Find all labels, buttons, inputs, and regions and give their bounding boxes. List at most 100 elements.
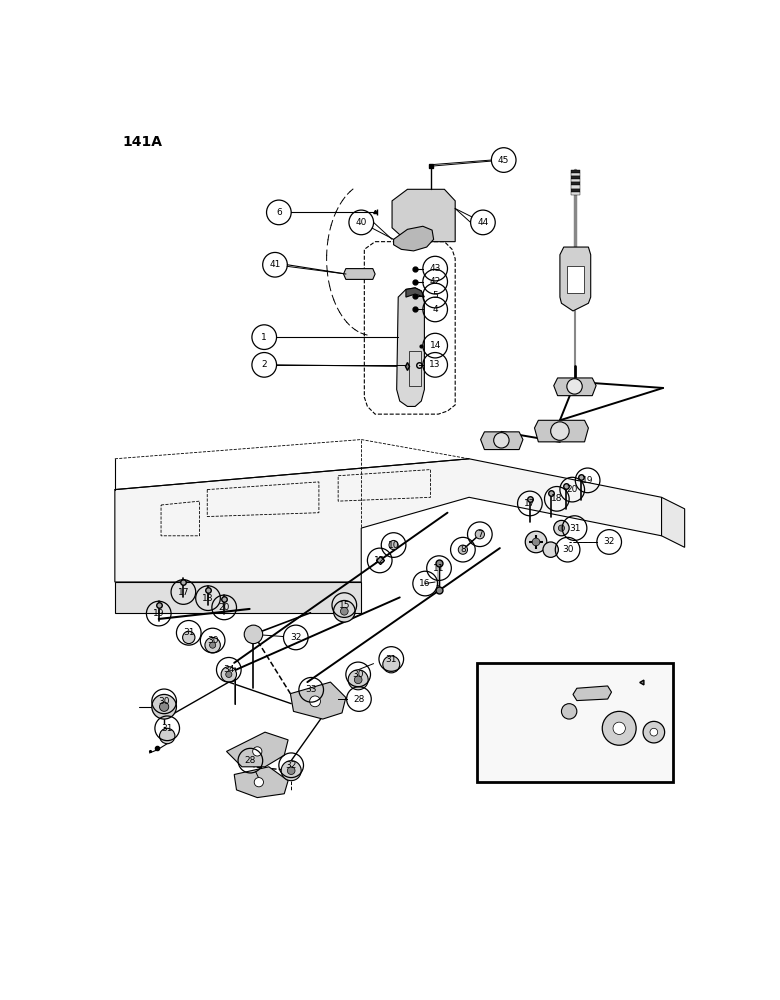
Circle shape	[525, 531, 547, 553]
Text: 15: 15	[339, 601, 350, 610]
Text: 30: 30	[562, 545, 573, 554]
Circle shape	[459, 545, 467, 554]
Circle shape	[281, 761, 301, 781]
Polygon shape	[406, 288, 424, 297]
Text: 30: 30	[207, 636, 218, 645]
Text: 45: 45	[498, 156, 509, 165]
Circle shape	[225, 671, 232, 677]
Circle shape	[340, 607, 348, 615]
Circle shape	[183, 631, 195, 644]
Text: 7: 7	[477, 530, 483, 539]
Text: 40: 40	[356, 218, 367, 227]
Circle shape	[205, 637, 220, 653]
Text: 32: 32	[604, 537, 615, 546]
Text: 42: 42	[430, 277, 441, 286]
Circle shape	[221, 667, 236, 682]
Text: 26: 26	[619, 678, 631, 687]
Bar	[571, 185, 580, 189]
Text: 19: 19	[153, 609, 165, 618]
Text: 30: 30	[158, 697, 170, 706]
Circle shape	[383, 656, 399, 673]
Text: 17: 17	[524, 499, 536, 508]
Circle shape	[152, 694, 176, 719]
Circle shape	[254, 778, 264, 787]
Polygon shape	[234, 767, 288, 798]
Circle shape	[389, 540, 399, 550]
Text: 31: 31	[569, 524, 580, 533]
Circle shape	[613, 722, 626, 734]
Bar	[571, 192, 580, 195]
Polygon shape	[290, 682, 346, 719]
Circle shape	[287, 767, 295, 774]
Text: 5: 5	[432, 291, 438, 300]
Polygon shape	[480, 432, 523, 450]
Text: 27: 27	[564, 699, 576, 708]
Text: 141A: 141A	[122, 135, 162, 149]
Bar	[571, 179, 580, 182]
Circle shape	[475, 530, 484, 539]
Text: 13: 13	[430, 360, 441, 369]
Bar	[571, 182, 580, 185]
Text: 41: 41	[269, 260, 281, 269]
Circle shape	[348, 670, 368, 690]
Polygon shape	[554, 378, 596, 396]
Circle shape	[354, 676, 362, 684]
Circle shape	[253, 747, 262, 756]
Bar	[567, 266, 583, 293]
Text: 19: 19	[582, 476, 594, 485]
Polygon shape	[534, 420, 588, 442]
Polygon shape	[392, 189, 456, 242]
Circle shape	[159, 702, 168, 711]
Bar	[571, 176, 580, 179]
Text: 12: 12	[374, 556, 385, 565]
Text: 31: 31	[183, 628, 194, 637]
Bar	[571, 173, 580, 176]
Circle shape	[244, 625, 263, 644]
Circle shape	[310, 696, 321, 707]
Bar	[571, 170, 580, 173]
Text: 29: 29	[619, 720, 631, 729]
Text: 28: 28	[353, 695, 364, 704]
Circle shape	[159, 728, 175, 744]
Text: 11: 11	[433, 564, 445, 573]
Text: 30: 30	[353, 670, 364, 679]
Circle shape	[554, 520, 569, 536]
Text: 6: 6	[276, 208, 282, 217]
Circle shape	[558, 525, 565, 531]
Text: 16: 16	[420, 579, 431, 588]
Polygon shape	[115, 582, 361, 613]
Polygon shape	[397, 288, 424, 406]
Text: 43: 43	[430, 264, 441, 273]
Polygon shape	[115, 459, 661, 582]
Text: 32: 32	[290, 633, 302, 642]
Polygon shape	[226, 732, 288, 767]
Circle shape	[210, 642, 216, 648]
Text: 17: 17	[178, 588, 189, 597]
Circle shape	[562, 704, 577, 719]
Circle shape	[650, 728, 658, 736]
Text: 18: 18	[551, 494, 562, 503]
Text: 18: 18	[202, 594, 214, 603]
Text: 32: 32	[285, 761, 297, 770]
Circle shape	[543, 542, 558, 557]
Bar	[571, 189, 580, 192]
Text: 34: 34	[223, 665, 235, 674]
Text: 2: 2	[261, 360, 267, 369]
Text: 1: 1	[261, 333, 267, 342]
Text: 33: 33	[306, 685, 317, 694]
Text: 8: 8	[460, 545, 466, 554]
Polygon shape	[560, 247, 590, 311]
Circle shape	[602, 711, 636, 745]
Text: 25: 25	[604, 691, 615, 700]
Text: 14: 14	[430, 341, 441, 350]
Text: 28: 28	[245, 756, 256, 765]
Circle shape	[551, 422, 569, 440]
Bar	[477, 663, 673, 782]
Polygon shape	[661, 497, 685, 547]
Circle shape	[567, 379, 582, 394]
Bar	[409, 351, 421, 386]
Circle shape	[494, 433, 509, 448]
Circle shape	[532, 538, 540, 546]
Text: 20: 20	[218, 603, 230, 612]
Text: 4: 4	[432, 305, 438, 314]
